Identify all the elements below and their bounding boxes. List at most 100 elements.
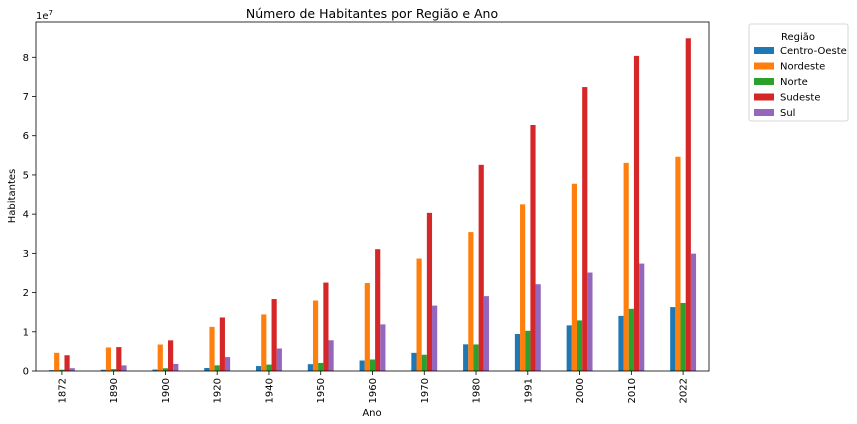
bar-nordeste-1991 [520, 204, 526, 371]
x-tick-label: 1980 [472, 378, 483, 403]
bar-norte-1890 [111, 369, 117, 371]
y-tick-label: 7 [23, 92, 29, 103]
legend: Região Centro-Oeste Nordeste Norte Sudeste S… [748, 23, 849, 122]
bar-sul-1920 [224, 357, 231, 371]
x-axis-label: Ano [362, 408, 381, 419]
legend-swatch [754, 47, 774, 54]
legend-swatch [754, 62, 774, 70]
x-axis: 1872 1890 1900 1920 1940 1950 1960 1970 1980 1991… [57, 371, 690, 403]
bar-norte-1991 [525, 330, 531, 371]
bar-sudeste-2010 [633, 55, 640, 371]
x-tick-label: 1900 [161, 378, 172, 403]
y-tick-label: 4 [23, 210, 29, 221]
bar-sudeste-1950 [323, 282, 329, 371]
bar-centro-oeste-1980 [463, 344, 469, 371]
y-tick-label: 0 [23, 367, 29, 378]
bar-sul-1960 [380, 324, 386, 371]
bar-centro-oeste-1872 [48, 370, 55, 371]
bar-sudeste-1872 [64, 355, 70, 371]
x-tick-label: 1950 [316, 378, 327, 403]
x-tick-label: 1872 [57, 378, 68, 403]
bar-nordeste-1980 [468, 232, 474, 371]
x-tick-label: 1940 [264, 378, 275, 403]
bar-sudeste-1890 [116, 347, 122, 371]
bar-sul-1890 [121, 365, 127, 371]
bar-nordeste-1960 [364, 283, 370, 371]
x-tick-label: 1960 [368, 378, 379, 403]
bar-sul-1980 [483, 296, 489, 371]
x-tick-label: 1920 [213, 378, 224, 403]
x-tick-label: 1970 [420, 378, 431, 403]
legend-swatch [754, 78, 774, 85]
bar-centro-oeste-1940 [256, 366, 262, 371]
bar-sul-2000 [587, 272, 593, 371]
bar-norte-1872 [59, 369, 65, 371]
bar-sul-1970 [432, 305, 438, 371]
bars-group [48, 38, 697, 372]
bar-sudeste-1980 [478, 164, 484, 371]
bar-centro-oeste-1890 [100, 369, 106, 371]
bar-nordeste-2022 [675, 156, 681, 371]
bar-nordeste-1890 [105, 347, 112, 371]
bar-norte-1950 [318, 362, 324, 371]
bar-nordeste-1900 [157, 344, 163, 371]
bar-centro-oeste-2022 [670, 307, 676, 371]
bar-sul-1900 [173, 363, 179, 371]
bar-sul-1940 [276, 348, 282, 371]
bar-sul-2022 [690, 253, 697, 371]
x-tick-label: 1991 [523, 378, 534, 403]
legend-entry: Sudeste [780, 93, 820, 104]
bar-norte-1970 [421, 354, 427, 371]
bar-nordeste-2010 [623, 162, 629, 371]
bar-norte-1980 [473, 344, 479, 371]
bar-centro-oeste-1970 [411, 352, 417, 371]
bar-norte-1960 [369, 359, 376, 371]
y-tick-label: 3 [23, 249, 29, 260]
bar-centro-oeste-1920 [204, 368, 210, 371]
bar-sudeste-1991 [530, 124, 536, 371]
bar-centro-oeste-2000 [566, 325, 572, 371]
bar-sudeste-2022 [685, 38, 691, 372]
bar-norte-2000 [576, 320, 583, 371]
bar-sul-1991 [535, 284, 541, 371]
legend-entry: Norte [780, 77, 808, 88]
bar-norte-1940 [266, 364, 272, 371]
bar-sudeste-2000 [582, 87, 588, 371]
x-tick-label: 2000 [575, 378, 586, 403]
x-tick-label: 1890 [109, 378, 120, 403]
legend-title: Região [781, 32, 815, 43]
bar-nordeste-1950 [312, 300, 319, 371]
bar-centro-oeste-1950 [307, 364, 313, 371]
y-tick-label: 5 [23, 170, 29, 181]
bar-norte-1920 [214, 365, 220, 371]
bar-centro-oeste-1960 [359, 360, 365, 371]
bar-centro-oeste-1900 [152, 369, 158, 371]
y-axis-label: Habitantes [7, 169, 18, 223]
chart-title: Número de Habitantes por Região e Ano [246, 6, 498, 21]
bar-sul-1950 [328, 340, 334, 371]
bar-sul-1872 [69, 368, 75, 371]
y-tick-label: 1 [23, 327, 29, 338]
bar-sudeste-1940 [271, 299, 277, 371]
bar-nordeste-1872 [54, 352, 60, 371]
bar-sudeste-1900 [168, 340, 174, 371]
bar-sudeste-1960 [375, 249, 381, 371]
bar-nordeste-2000 [571, 183, 577, 371]
bar-centro-oeste-1991 [514, 334, 521, 371]
bar-norte-2022 [680, 302, 686, 371]
bar-norte-2010 [628, 308, 634, 371]
x-tick-label: 2022 [679, 378, 690, 403]
x-tick-label: 2010 [627, 378, 638, 403]
y-axis: 0 1 2 3 4 5 6 7 8 [23, 53, 36, 378]
plot-frame [35, 21, 710, 372]
bar-sudeste-1970 [426, 212, 433, 371]
legend-swatch [754, 109, 774, 116]
y-tick-label: 2 [23, 288, 29, 299]
bar-nordeste-1940 [261, 314, 267, 371]
legend-entry: Sul [780, 108, 795, 119]
y-tick-label: 8 [23, 53, 29, 64]
bar-centro-oeste-2010 [618, 315, 624, 371]
bar-sudeste-1920 [219, 317, 225, 371]
bar-norte-1900 [162, 368, 169, 371]
